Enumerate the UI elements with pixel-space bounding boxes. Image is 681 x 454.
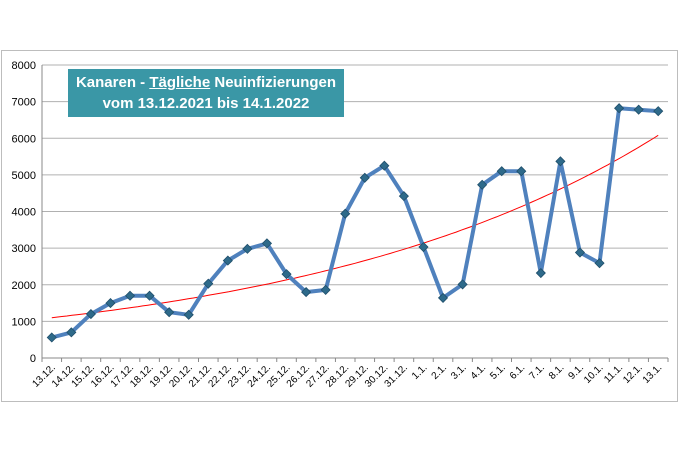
x-tick-label: 4.1. — [469, 362, 489, 382]
x-tick-label: 3.1. — [449, 362, 469, 382]
data-point-marker — [574, 247, 586, 258]
x-tick-label: 10.1. — [582, 362, 606, 386]
x-tick-label: 13.1. — [641, 362, 665, 386]
x-axis: 13.12.14.12.15.12.16.12.17.12.18.12.19.1… — [30, 358, 669, 390]
y-tick-label: 8000 — [12, 60, 36, 72]
title-suffix: Neuinfizierungen — [210, 74, 337, 91]
data-point-marker — [222, 255, 233, 266]
trendline-path — [51, 134, 659, 319]
data-point-marker — [301, 287, 312, 298]
y-tick-label: 5000 — [12, 170, 36, 182]
series-markers — [46, 103, 664, 343]
data-point-marker — [633, 104, 644, 115]
data-point-marker — [418, 241, 429, 253]
data-point-marker — [183, 309, 194, 320]
data-point-marker — [261, 238, 273, 249]
x-tick-label: 12.1. — [621, 362, 645, 386]
x-tick-label: 1.1. — [410, 362, 430, 382]
data-point-marker — [320, 284, 331, 295]
data-point-marker — [653, 106, 664, 117]
data-point-marker — [281, 269, 292, 280]
data-point-marker — [594, 258, 605, 269]
y-axis: 0 1000 2000 3000 4000 5000 6000 7000 8000 — [12, 60, 43, 365]
data-point-marker — [516, 166, 527, 177]
y-tick-label: 4000 — [12, 207, 36, 219]
data-point-marker — [379, 160, 390, 171]
title-prefix: Kanaren - — [75, 74, 150, 91]
data-point-marker — [535, 267, 546, 279]
series-line-path — [49, 106, 661, 340]
data-point-marker — [614, 103, 625, 114]
chart-title-line-1: Kanaren - Tägliche Neuinfizierungen — [76, 72, 336, 93]
x-tick-label: 6.1. — [508, 362, 528, 382]
data-point-marker — [398, 191, 409, 202]
y-tick-label: 7000 — [12, 97, 36, 109]
data-point-marker — [477, 179, 488, 190]
y-tick-label: 3000 — [12, 243, 36, 255]
chart-frame — [1, 50, 678, 402]
data-point-marker — [555, 156, 566, 167]
data-point-marker — [164, 307, 175, 318]
data-point-marker — [124, 290, 136, 301]
x-tick-label: 5.1. — [488, 362, 508, 382]
data-point-marker — [144, 290, 155, 301]
data-point-marker — [105, 297, 116, 309]
data-point-marker — [46, 332, 57, 343]
trendline — [51, 134, 659, 319]
data-point-marker — [85, 308, 96, 320]
data-point-marker — [457, 279, 468, 290]
data-point-marker — [203, 278, 214, 289]
chart-title-line-2: vom 13.12.2021 bis 14.1.2022 — [102, 95, 310, 112]
series-line — [49, 106, 661, 340]
y-tick-label: 0 — [30, 353, 36, 365]
y-tick-label: 6000 — [12, 133, 36, 145]
x-tick-label: 8.1. — [547, 362, 567, 382]
chart-title: Kanaren - Tägliche Neuinfizierungen vom … — [68, 69, 344, 117]
data-point-marker — [437, 292, 449, 304]
data-point-marker — [496, 166, 507, 177]
y-tick-label: 2000 — [12, 280, 36, 292]
data-point-marker — [66, 327, 77, 338]
x-tick-label: 11.1. — [602, 362, 625, 385]
data-point-marker — [359, 172, 370, 183]
title-underlined-word: Tägliche — [149, 74, 211, 91]
y-tick-label: 1000 — [12, 316, 36, 328]
data-point-marker — [242, 243, 253, 254]
x-tick-label: 7.1. — [527, 362, 547, 382]
x-tick-label: 2.1. — [430, 362, 450, 382]
data-point-marker — [340, 208, 351, 219]
